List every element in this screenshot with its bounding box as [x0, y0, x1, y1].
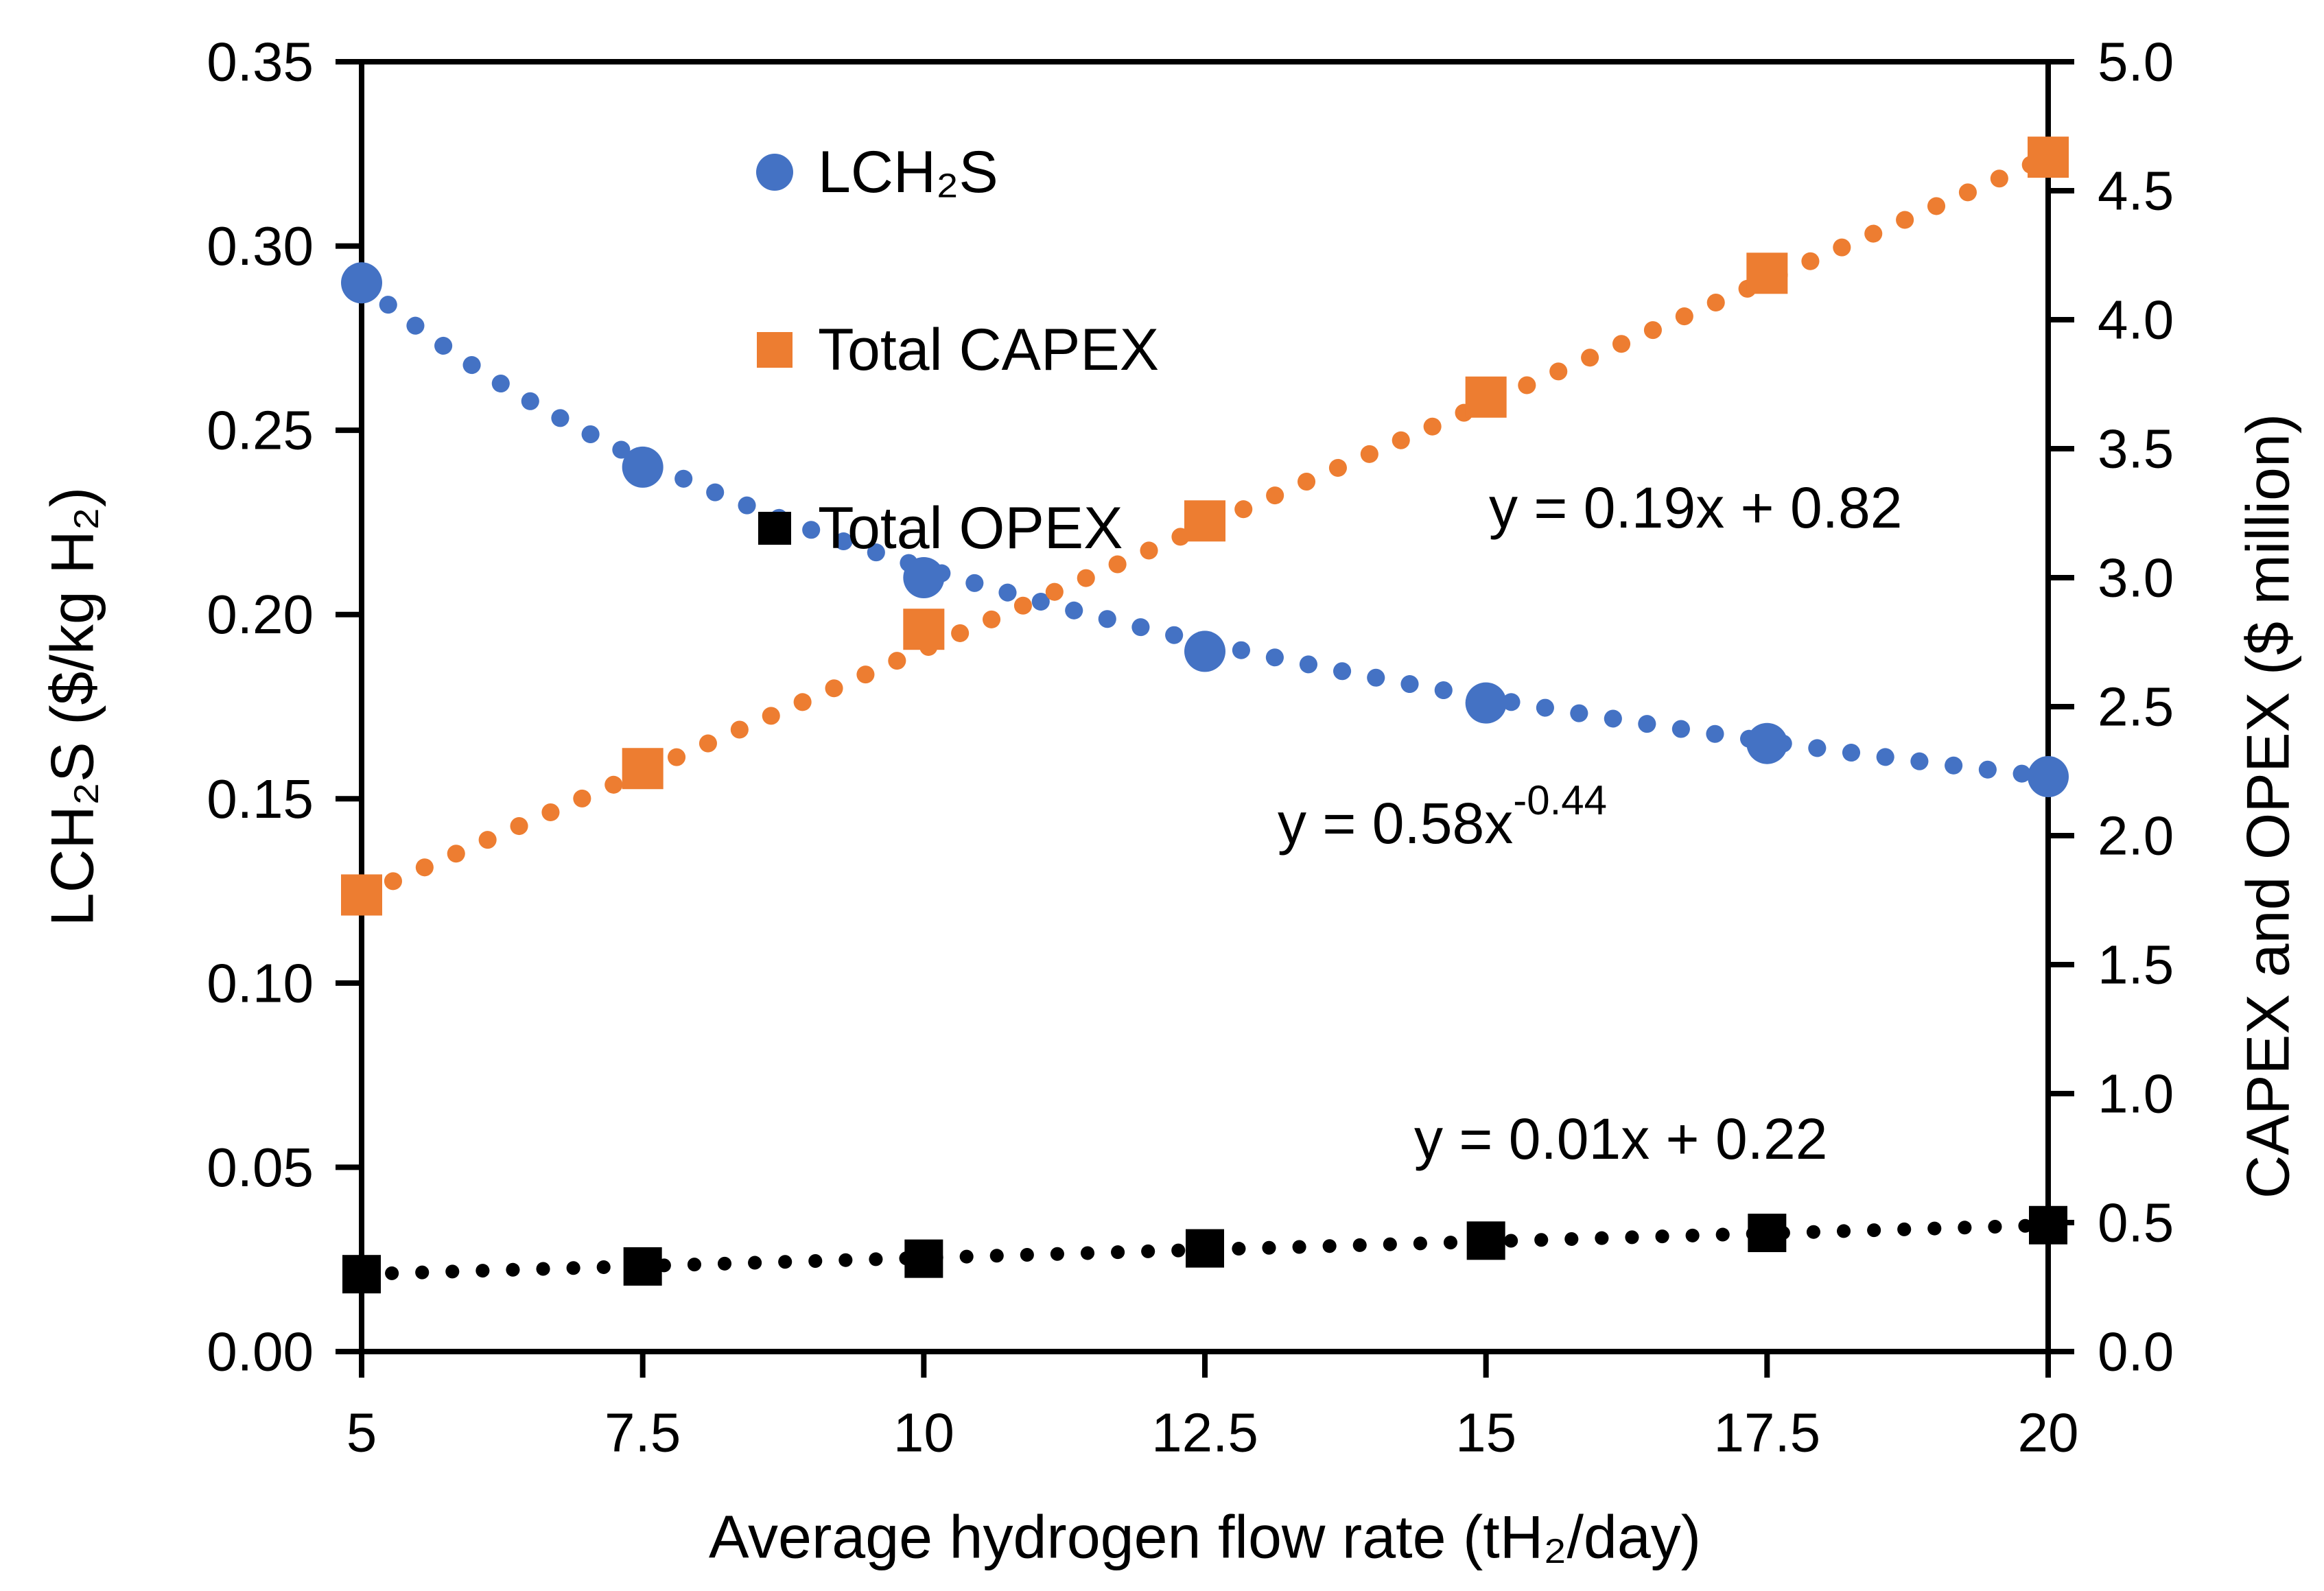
data-point-marker	[342, 1255, 381, 1294]
y-right-tick-label: 0.0	[2098, 1321, 2174, 1382]
y-left-tick-label: 0.00	[207, 1321, 314, 1382]
opex-trendline-equation: y = 0.01x + 0.22	[1414, 1107, 1827, 1171]
x-tick-label: 7.5	[605, 1402, 681, 1463]
legend: LCH₂S Total CAPEX Total OPEX	[756, 139, 1159, 561]
data-point-marker	[1465, 376, 1507, 418]
data-point-marker	[622, 446, 664, 488]
data-point-marker	[1746, 722, 1788, 764]
data-point-marker	[341, 874, 382, 916]
data-point-marker	[2028, 756, 2069, 798]
data-point-marker	[1746, 252, 1788, 294]
legend-marker-square-icon	[758, 512, 791, 545]
data-point-marker	[623, 1247, 662, 1286]
data-point-marker	[1186, 1229, 1224, 1268]
data-point-marker	[903, 609, 945, 650]
legend-marker-circle-icon	[756, 154, 793, 191]
y-right-tick-label: 2.0	[2098, 805, 2174, 867]
x-tick-label: 12.5	[1151, 1402, 1258, 1463]
y-right-tick-label: 1.0	[2098, 1063, 2174, 1124]
data-point-marker	[1748, 1214, 1787, 1253]
data-point-marker	[2028, 137, 2069, 178]
data-point-marker	[1184, 630, 1225, 672]
legend-label: Total CAPEX	[818, 317, 1159, 383]
x-tick-label: 17.5	[1713, 1402, 1820, 1463]
y-left-tick-label: 0.10	[207, 952, 314, 1013]
y-right-tick-label: 1.5	[2098, 934, 2174, 995]
legend-label: Total OPEX	[818, 495, 1123, 561]
legend-label: LCH₂S	[818, 139, 998, 205]
y-right-tick-label: 0.5	[2098, 1192, 2174, 1253]
y-left-tick-label: 0.25	[207, 400, 314, 461]
y-right-tick-label: 3.5	[2098, 419, 2174, 480]
data-point-marker	[2029, 1205, 2067, 1245]
x-tick-label: 5	[347, 1402, 377, 1463]
y-left-tick-label: 0.35	[207, 32, 314, 93]
left-axis-title: LCH₂S ($/kg H₂)	[38, 487, 106, 926]
legend-item: Total OPEX	[758, 495, 1123, 561]
data-point-marker	[622, 748, 664, 790]
y-left-tick-label: 0.15	[207, 768, 314, 829]
data-point-marker	[1465, 682, 1507, 724]
data-point-marker	[1466, 1221, 1505, 1260]
x-tick-label: 10	[893, 1402, 954, 1463]
data-point-marker	[1184, 500, 1225, 542]
lch2s-trendline-equation: y = 0.58x-0.44	[1278, 777, 1607, 856]
data-point-marker	[904, 1239, 943, 1278]
data-point-marker	[341, 262, 382, 304]
legend-marker-square-icon	[757, 332, 793, 368]
legend-item: LCH₂S	[756, 139, 998, 205]
right-axis-title: CAPEX and OPEX ($ million)	[2234, 414, 2302, 1199]
x-axis-title: Average hydrogen flow rate (tH₂/day)	[709, 1503, 1701, 1571]
y-right-tick-label: 3.0	[2098, 547, 2174, 609]
data-series	[341, 137, 2069, 1294]
capex-trendline-equation: y = 0.19x + 0.82	[1489, 475, 1902, 540]
x-tick-label: 20	[2018, 1402, 2079, 1463]
y-right-tick-label: 2.5	[2098, 676, 2174, 738]
axis-ticks: 0.00 0.05 0.10 0.15 0.20 0.25 0.30 0.35 0.0 0.5 1.…	[207, 32, 2174, 1463]
y-right-tick-label: 5.0	[2098, 32, 2174, 93]
y-left-tick-label: 0.05	[207, 1137, 314, 1198]
y-right-tick-label: 4.5	[2098, 161, 2174, 222]
y-left-tick-label: 0.20	[207, 584, 314, 645]
data-point-marker	[903, 557, 945, 598]
legend-item: Total CAPEX	[757, 317, 1159, 383]
y-right-tick-label: 4.0	[2098, 290, 2174, 351]
y-left-tick-label: 0.30	[207, 215, 314, 276]
x-tick-label: 15	[1455, 1402, 1516, 1463]
